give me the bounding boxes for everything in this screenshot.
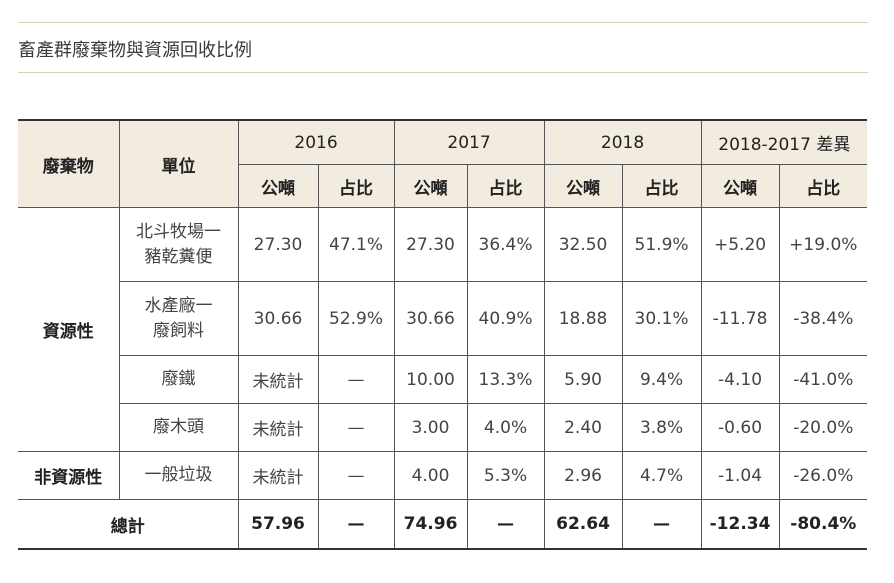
cell: -11.78 xyxy=(700,281,780,356)
total-cell: — xyxy=(317,499,395,550)
total-cell: -80.4% xyxy=(778,499,868,550)
cell: — xyxy=(317,355,395,404)
cell: 未統計 xyxy=(237,403,319,452)
table-row: 廢木頭 未統計 — 3.00 4.0% 2.40 3.8% -0.60 -20.… xyxy=(18,403,868,452)
cell: 3.00 xyxy=(393,403,468,452)
cell: +19.0% xyxy=(778,207,868,282)
page-title: 畜產群廢棄物與資源回收比例 xyxy=(18,40,252,61)
table-row: 水產廠一 廢飼料 30.66 52.9% 30.66 40.9% 18.88 3… xyxy=(18,281,868,356)
top-divider xyxy=(18,22,868,23)
header-share: 占比 xyxy=(621,164,702,208)
cell: -1.04 xyxy=(700,451,780,500)
total-cell: 74.96 xyxy=(393,499,468,550)
cell: 未統計 xyxy=(237,355,319,404)
cell: -20.0% xyxy=(778,403,868,452)
cell: 40.9% xyxy=(466,281,545,356)
item-cell: 北斗牧場一 豬乾糞便 xyxy=(118,207,239,282)
header-difference: 2018-2017 差異 xyxy=(700,119,868,165)
category-resource: 資源性 xyxy=(18,207,120,452)
title-divider xyxy=(18,72,868,73)
cell: -4.10 xyxy=(700,355,780,404)
cell: -38.4% xyxy=(778,281,868,356)
total-cell: — xyxy=(621,499,702,550)
item-line: 北斗牧場一 xyxy=(136,221,221,242)
header-share: 占比 xyxy=(466,164,545,208)
cell: 30.66 xyxy=(237,281,319,356)
total-cell: -12.34 xyxy=(700,499,780,550)
header-year-2018: 2018 xyxy=(543,119,702,165)
total-row: 總計 57.96 — 74.96 — 62.64 — -12.34 -80.4% xyxy=(18,499,868,550)
cell: 18.88 xyxy=(543,281,623,356)
item-cell: 一般垃圾 xyxy=(118,451,239,500)
header-ton: 公噸 xyxy=(238,164,319,208)
cell: -41.0% xyxy=(778,355,868,404)
cell: -26.0% xyxy=(778,451,868,500)
header-share: 占比 xyxy=(317,164,395,208)
cell: 27.30 xyxy=(393,207,468,282)
header-ton: 公噸 xyxy=(543,164,623,208)
total-cell: 57.96 xyxy=(237,499,319,550)
cell: 27.30 xyxy=(237,207,319,282)
item-line: 廢飼料 xyxy=(153,320,204,341)
category-non-resource: 非資源性 xyxy=(18,451,120,500)
cell: 47.1% xyxy=(317,207,395,282)
total-cell: 62.64 xyxy=(543,499,623,550)
cell: 13.3% xyxy=(466,355,545,404)
cell: 52.9% xyxy=(317,281,395,356)
cell: 5.90 xyxy=(543,355,623,404)
item-line: 豬乾糞便 xyxy=(144,246,213,267)
cell: 2.40 xyxy=(543,403,623,452)
cell: 4.7% xyxy=(621,451,702,500)
header-unit: 單位 xyxy=(118,119,239,208)
cell: +5.20 xyxy=(700,207,780,282)
cell: 9.4% xyxy=(621,355,702,404)
item-cell: 水產廠一 廢飼料 xyxy=(119,281,239,356)
cell: 36.4% xyxy=(466,207,545,282)
header-year-2016: 2016 xyxy=(237,119,395,165)
cell: 未統計 xyxy=(237,451,319,500)
item-cell: 廢鐵 xyxy=(119,355,239,404)
header-ton: 公噸 xyxy=(393,164,468,208)
cell: 4.0% xyxy=(466,403,545,452)
header-share: 占比 xyxy=(778,164,868,208)
cell: 2.96 xyxy=(543,451,623,500)
total-cell: — xyxy=(466,499,545,550)
cell: 30.1% xyxy=(621,281,702,356)
header-year-2017: 2017 xyxy=(393,119,545,165)
cell: 10.00 xyxy=(393,355,468,404)
header-ton: 公噸 xyxy=(700,164,780,208)
item-line: 水產廠一 xyxy=(144,295,213,316)
header-waste: 廢棄物 xyxy=(18,119,120,208)
cell: 51.9% xyxy=(621,207,702,282)
cell: — xyxy=(317,451,395,500)
table-row: 非資源性 一般垃圾 未統計 — 4.00 5.3% 2.96 4.7% -1.0… xyxy=(18,451,868,500)
table-row: 資源性 北斗牧場一 豬乾糞便 27.30 47.1% 27.30 36.4% 3… xyxy=(18,207,868,452)
item-cell: 廢木頭 xyxy=(119,403,239,452)
cell: — xyxy=(317,403,395,452)
cell: -0.60 xyxy=(700,403,780,452)
table-row: 廢鐵 未統計 — 10.00 13.3% 5.90 9.4% -4.10 -41… xyxy=(18,355,868,404)
cell: 5.3% xyxy=(466,451,545,500)
waste-recycling-table: 廢棄物 單位 2016 2017 2018 2018-2017 差異 公噸 占比… xyxy=(18,119,868,550)
cell: 3.8% xyxy=(621,403,702,452)
total-label: 總計 xyxy=(18,499,239,550)
cell: 4.00 xyxy=(393,451,468,500)
cell: 32.50 xyxy=(543,207,623,282)
cell: 30.66 xyxy=(393,281,468,356)
